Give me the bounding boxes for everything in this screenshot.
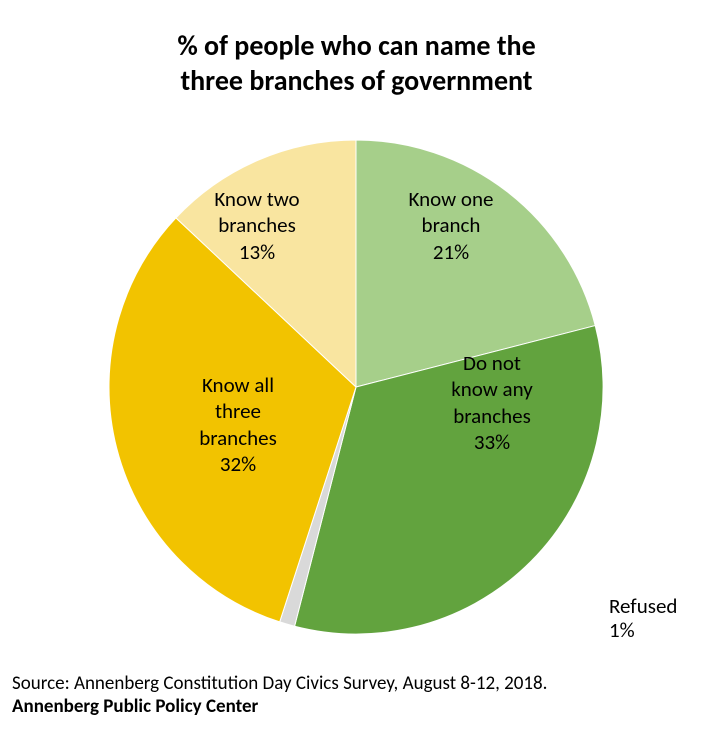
slice-label-know-one: Know one branch 21% [391, 186, 511, 265]
slice-label-know-all-three: Know all three branches 32% [173, 372, 303, 477]
source-attribution: Source: Annenberg Constitution Day Civic… [12, 672, 547, 720]
slice-label-do-not-know: Do not know any branches 33% [427, 350, 557, 455]
slice-label-refused: Refused 1% [609, 594, 677, 642]
slice-label-know-two: Know two branches 13% [197, 186, 317, 265]
pie-chart: Know one branch 21% Do not know any bran… [109, 140, 603, 634]
title-line-1: % of people who can name the [177, 28, 535, 63]
chart-title: % of people who can name the three branc… [0, 28, 713, 98]
source-line-2: Annenberg Public Policy Center [12, 695, 258, 718]
source-line-1: Source: Annenberg Constitution Day Civic… [12, 672, 547, 695]
title-line-2: three branches of government [180, 63, 532, 98]
